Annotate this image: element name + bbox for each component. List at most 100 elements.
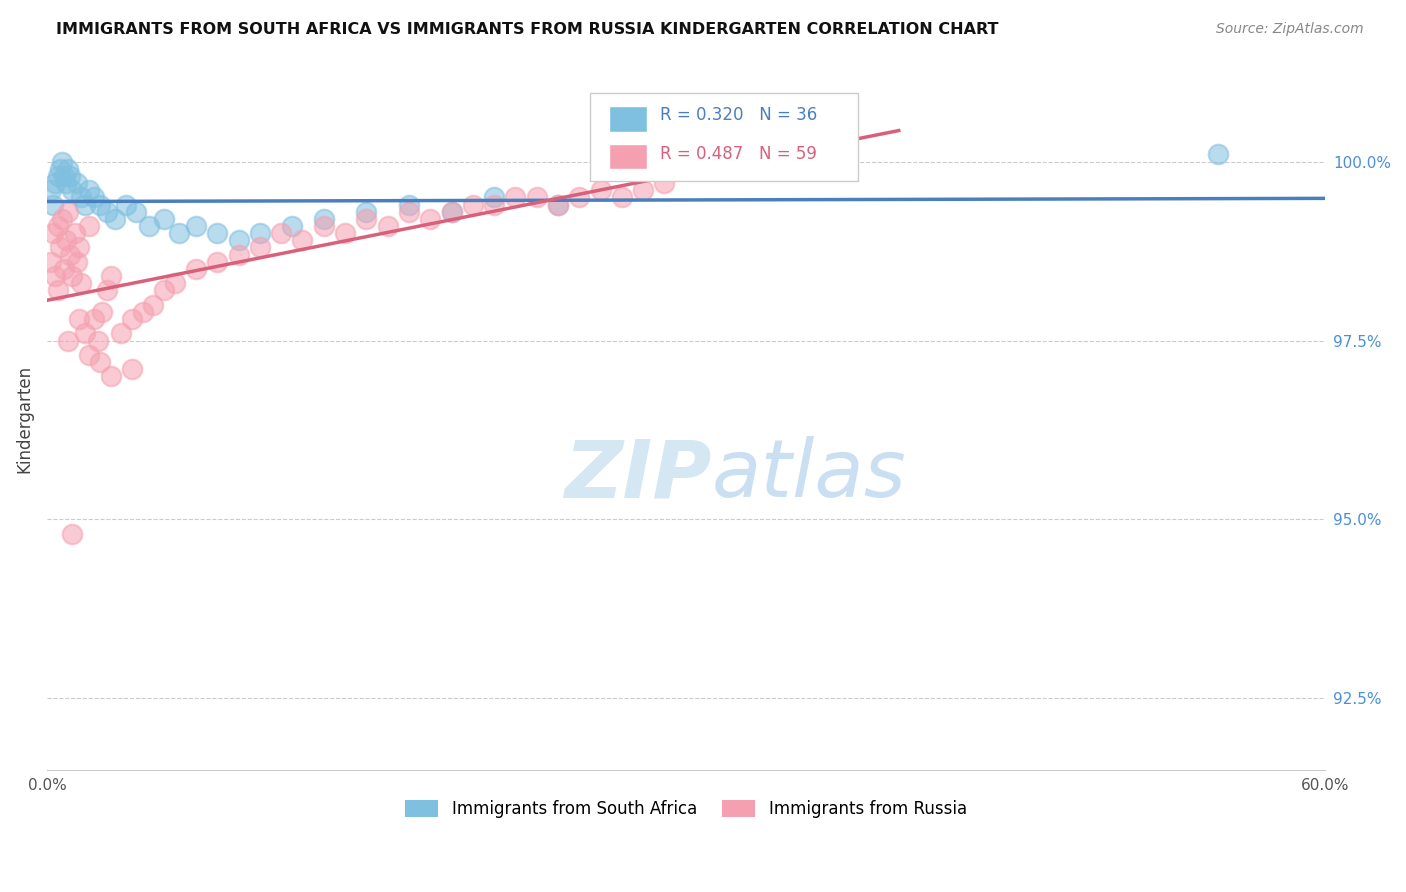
Point <box>59 169 82 183</box>
Point <box>66 176 89 190</box>
Point <box>110 326 132 341</box>
Point <box>153 211 176 226</box>
Point <box>104 211 127 226</box>
Point <box>526 190 548 204</box>
Text: IMMIGRANTS FROM SOUTH AFRICA VS IMMIGRANTS FROM RUSSIA KINDERGARTEN CORRELATION : IMMIGRANTS FROM SOUTH AFRICA VS IMMIGRAN… <box>56 22 998 37</box>
Point <box>163 277 186 291</box>
Point <box>79 219 101 233</box>
Point <box>568 190 591 204</box>
Text: R = 0.487   N = 59: R = 0.487 N = 59 <box>661 145 817 163</box>
Point <box>440 204 463 219</box>
Point <box>67 240 90 254</box>
Point <box>75 326 97 341</box>
Point <box>167 226 190 240</box>
Point <box>44 269 66 284</box>
Point <box>138 219 160 233</box>
Point <box>132 305 155 319</box>
FancyBboxPatch shape <box>609 106 647 132</box>
Point <box>228 233 250 247</box>
FancyBboxPatch shape <box>591 93 858 181</box>
Point <box>59 247 82 261</box>
Point <box>79 183 101 197</box>
Point <box>610 190 633 204</box>
Point <box>1206 147 1229 161</box>
Point <box>70 190 93 204</box>
Point <box>207 254 229 268</box>
Point <box>66 254 89 268</box>
Point <box>56 161 79 176</box>
Point <box>249 240 271 254</box>
Point <box>114 197 136 211</box>
Point <box>91 305 114 319</box>
Point <box>52 169 75 183</box>
Text: ZIP: ZIP <box>564 436 711 515</box>
Point <box>89 355 111 369</box>
Point <box>398 197 420 211</box>
Point <box>52 262 75 277</box>
Point <box>312 219 335 233</box>
Point <box>440 204 463 219</box>
Point <box>48 161 70 176</box>
Point <box>75 197 97 211</box>
Point <box>270 226 292 240</box>
Point <box>207 226 229 240</box>
Point <box>419 211 441 226</box>
Point <box>547 197 569 211</box>
Text: atlas: atlas <box>711 436 905 515</box>
Point <box>291 233 314 247</box>
Point <box>96 204 118 219</box>
Point <box>62 526 84 541</box>
Point <box>100 369 122 384</box>
Point <box>79 348 101 362</box>
Point <box>356 204 378 219</box>
Point <box>153 284 176 298</box>
Point <box>42 197 65 211</box>
Point <box>377 219 399 233</box>
Point <box>56 204 79 219</box>
Point <box>67 312 90 326</box>
Point <box>83 312 105 326</box>
Point <box>39 254 62 268</box>
Point <box>44 176 66 190</box>
Point <box>46 284 69 298</box>
Point <box>333 226 356 240</box>
Point <box>589 183 612 197</box>
Point <box>654 176 676 190</box>
Point <box>482 197 505 211</box>
Point <box>142 298 165 312</box>
Point <box>83 190 105 204</box>
Point <box>46 219 69 233</box>
Point <box>63 226 86 240</box>
FancyBboxPatch shape <box>609 144 647 169</box>
Point <box>51 154 73 169</box>
Point <box>39 183 62 197</box>
Point <box>56 334 79 348</box>
Point <box>505 190 527 204</box>
Point <box>87 334 110 348</box>
Point <box>228 247 250 261</box>
Point <box>398 204 420 219</box>
Point <box>125 204 148 219</box>
Point <box>46 169 69 183</box>
Point <box>42 226 65 240</box>
Point <box>482 190 505 204</box>
Point <box>184 262 207 277</box>
Point <box>312 211 335 226</box>
Y-axis label: Kindergarten: Kindergarten <box>15 365 32 474</box>
Text: R = 0.320   N = 36: R = 0.320 N = 36 <box>661 106 817 124</box>
Point <box>461 197 484 211</box>
Point <box>356 211 378 226</box>
Point <box>547 197 569 211</box>
Point <box>281 219 304 233</box>
Legend: Immigrants from South Africa, Immigrants from Russia: Immigrants from South Africa, Immigrants… <box>398 793 973 825</box>
Point <box>121 362 143 376</box>
Point <box>55 176 77 190</box>
Text: Source: ZipAtlas.com: Source: ZipAtlas.com <box>1216 22 1364 37</box>
Point <box>62 269 84 284</box>
Point <box>89 197 111 211</box>
Point <box>48 240 70 254</box>
Point <box>70 277 93 291</box>
Point <box>62 183 84 197</box>
Point <box>51 211 73 226</box>
Point <box>184 219 207 233</box>
